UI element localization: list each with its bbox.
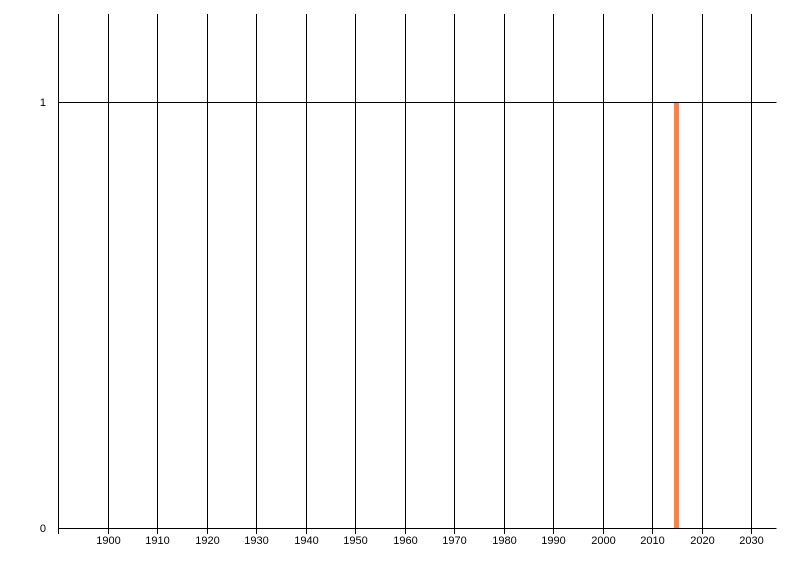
svg-text:1920: 1920 — [195, 535, 219, 547]
svg-text:2030: 2030 — [739, 535, 763, 547]
svg-text:1950: 1950 — [343, 535, 367, 547]
svg-text:1970: 1970 — [442, 535, 466, 547]
svg-text:1990: 1990 — [541, 535, 565, 547]
svg-text:0: 0 — [40, 523, 46, 535]
svg-text:2020: 2020 — [690, 535, 714, 547]
svg-text:2010: 2010 — [640, 535, 664, 547]
svg-text:1910: 1910 — [145, 535, 169, 547]
svg-text:2000: 2000 — [591, 535, 615, 547]
svg-text:1980: 1980 — [492, 535, 516, 547]
svg-text:1930: 1930 — [244, 535, 268, 547]
svg-text:1900: 1900 — [96, 535, 120, 547]
svg-text:1960: 1960 — [393, 535, 417, 547]
svg-text:1: 1 — [40, 97, 46, 109]
svg-text:1940: 1940 — [294, 535, 318, 547]
